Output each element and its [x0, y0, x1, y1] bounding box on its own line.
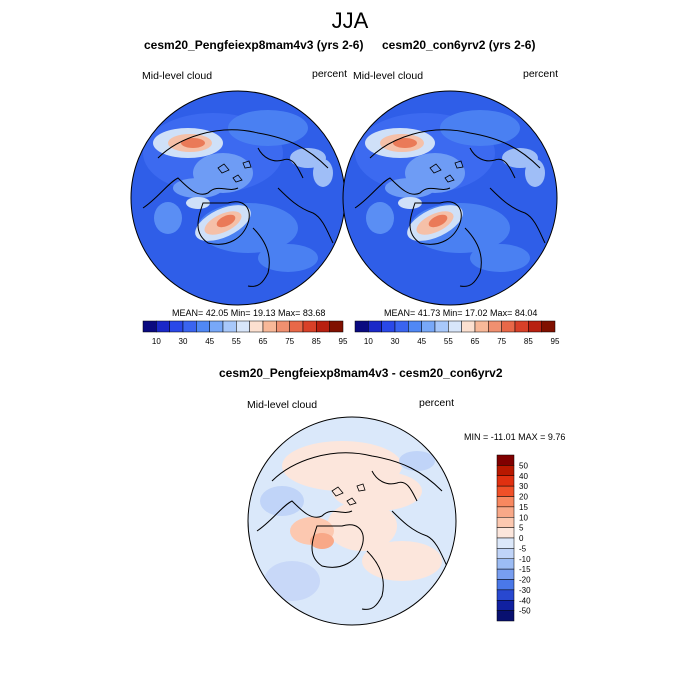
colorbar-swatch [474, 320, 489, 333]
colorbar-swatch [156, 320, 170, 333]
colorbar-tick-label: 30 [391, 337, 400, 346]
colorbar-swatch [496, 600, 515, 611]
colorbar-swatch [461, 320, 476, 333]
colorbar-swatch [354, 320, 369, 333]
colorbar-swatch [496, 548, 515, 559]
colorbar-tick-label: 65 [259, 337, 268, 346]
panel2-title: cesm20_con6yrv2 (yrs 2-6) [382, 38, 536, 52]
colorbar-tick-label: 20 [519, 493, 528, 502]
colorbar-swatch [329, 320, 344, 333]
colorbar-tick-label: 45 [417, 337, 426, 346]
colorbar-swatch [262, 320, 277, 333]
colorbar-swatch [196, 320, 210, 333]
colorbar-swatch [169, 320, 184, 333]
colorbar-tick-label: 40 [519, 472, 528, 481]
colorbar-swatch [496, 610, 515, 622]
colorbar-tick-label: 95 [339, 337, 348, 346]
colorbar-swatch [289, 320, 304, 333]
diff-variable-label: Mid-level cloud [247, 399, 318, 411]
colorbar-tick-label: 85 [524, 337, 533, 346]
colorbar-swatch [496, 568, 515, 580]
colorbar-tick-label: -15 [519, 565, 531, 574]
diff-map [247, 416, 457, 626]
colorbar-swatch [236, 320, 250, 333]
colorbar-swatch [448, 320, 462, 333]
colorbar-tick-label: 50 [519, 461, 528, 470]
colorbar-swatch [496, 537, 515, 549]
panel1-variable-label: Mid-level cloud [142, 70, 213, 82]
colorbar-swatch [302, 320, 317, 333]
colorbar-tick-label: 95 [551, 337, 560, 346]
colorbar-tick-label: -10 [519, 555, 531, 564]
colorbar-swatch [316, 320, 330, 333]
colorbar-tick-label: 85 [312, 337, 321, 346]
colorbar-tick-label: -30 [519, 586, 531, 595]
colorbar-swatch [496, 527, 515, 539]
colorbar-tick-label: 55 [444, 337, 453, 346]
colorbar-swatch [528, 320, 542, 333]
diff-units-label: percent [419, 397, 455, 409]
colorbar-swatch [496, 517, 515, 528]
colorbar-tick-label: 10 [364, 337, 373, 346]
colorbar-swatch [209, 320, 224, 333]
colorbar-swatch [501, 320, 516, 333]
panel2-colorbar: 10 30 45 55 65 75 85 95 [354, 320, 560, 346]
panel1-units-label: percent [312, 68, 348, 80]
colorbar-swatch [488, 320, 502, 333]
colorbar-swatch [496, 558, 515, 570]
colorbar-tick-label: 10 [152, 337, 161, 346]
colorbar-swatch [182, 320, 197, 333]
colorbar-swatch [222, 320, 237, 333]
colorbar-tick-label: 30 [519, 482, 528, 491]
colorbar-tick-label: 75 [497, 337, 506, 346]
colorbar-swatch [142, 320, 157, 333]
colorbar-tick-label: 0 [519, 534, 524, 543]
colorbar-tick-label: 10 [519, 513, 528, 522]
panel2-units-label: percent [523, 68, 559, 80]
colorbar-swatch [249, 320, 264, 333]
colorbar-tick-label: -40 [519, 596, 531, 605]
colorbar-swatch [496, 589, 515, 601]
colorbar-swatch [368, 320, 382, 333]
panel1-colorbar: 10 30 45 55 65 75 85 95 [142, 320, 348, 346]
diff-title: cesm20_Pengfeiexp8mam4v3 - cesm20_con6yr… [219, 366, 503, 380]
colorbar-swatch [496, 579, 515, 591]
colorbar-swatch [496, 475, 515, 487]
colorbar-swatch [496, 496, 515, 508]
panel2-stats: MEAN= 41.73 Min= 17.02 Max= 84.04 [384, 308, 538, 318]
colorbar-tick-label: 45 [205, 337, 214, 346]
figure-title: JJA [331, 8, 369, 33]
colorbar-swatch [421, 320, 436, 333]
colorbar-tick-label: -20 [519, 576, 531, 585]
diff-stats: MIN = -11.01 MAX = 9.76 [464, 432, 566, 442]
panel2-variable-label: Mid-level cloud [353, 70, 424, 82]
panel1-title: cesm20_Pengfeiexp8mam4v3 (yrs 2-6) [144, 38, 364, 52]
colorbar-tick-label: 75 [285, 337, 294, 346]
colorbar-swatch [496, 465, 515, 476]
colorbar-swatch [408, 320, 422, 333]
colorbar-tick-label: 55 [232, 337, 241, 346]
panel2-map [342, 90, 558, 306]
colorbar-swatch [514, 320, 529, 333]
colorbar-tick-label: -5 [519, 544, 527, 553]
colorbar-swatch [276, 320, 290, 333]
colorbar-tick-label: -50 [519, 607, 531, 616]
panel1-stats: MEAN= 42.05 Min= 19.13 Max= 83.68 [172, 308, 326, 318]
colorbar-tick-label: 5 [519, 524, 524, 533]
colorbar-swatch [381, 320, 396, 333]
panel1-map [130, 90, 346, 306]
colorbar-swatch [434, 320, 449, 333]
colorbar-swatch [496, 485, 515, 497]
colorbar-swatch [541, 320, 556, 333]
colorbar-swatch [394, 320, 409, 333]
colorbar-tick-label: 30 [179, 337, 188, 346]
colorbar-tick-label: 15 [519, 503, 528, 512]
colorbar-swatch [496, 506, 515, 518]
colorbar-tick-label: 65 [471, 337, 480, 346]
colorbar-swatch [496, 454, 515, 466]
